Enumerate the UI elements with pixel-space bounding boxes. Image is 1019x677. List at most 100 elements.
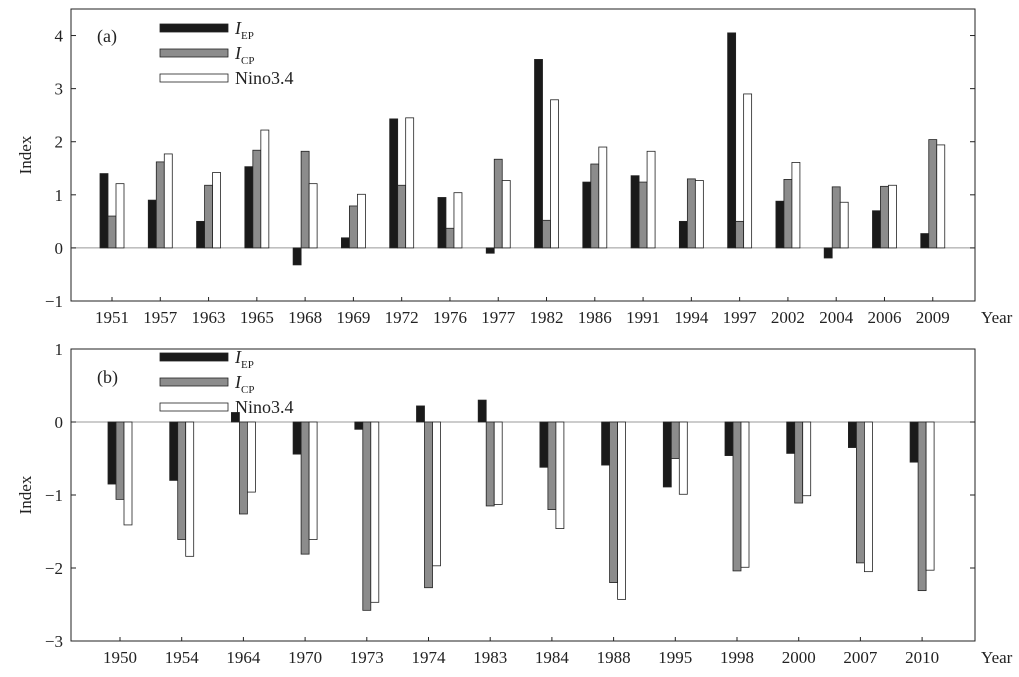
x-tick-label: 1991 [626,308,660,327]
bar-i-ep [678,220,688,249]
bar-i-ep [485,247,495,254]
bar-i-ep [727,32,737,249]
bar-nino34 [163,153,173,249]
bar-i-cp [485,421,495,507]
x-tick-label: 1984 [535,648,570,667]
bar-i-ep [230,412,240,423]
legend-label-i-ep: IEP [234,347,254,371]
bar-i-cp [300,150,310,249]
x-tick-label: 1973 [350,648,384,667]
y-tick-label: 4 [55,27,64,46]
bar-i-ep [292,247,302,266]
bar-nino34 [356,193,366,249]
bar-i-cp [362,421,372,611]
bar-i-ep [169,421,179,481]
bar-nino34 [555,421,565,529]
x-tick-label: 2009 [916,308,950,327]
legend-swatch-nino34 [159,402,229,412]
x-axis-label: Year [981,308,1013,327]
bar-i-cp [831,186,841,249]
bar-i-cp [115,421,125,500]
bar-i-ep [244,166,254,249]
bar-nino34 [453,192,463,249]
bar-i-ep [786,421,796,454]
bar-nino34 [308,183,318,249]
y-axis-label: Index [16,475,35,514]
legend-label-i-cp: ICP [234,372,254,396]
bar-i-cp [880,185,889,249]
legend-swatch-i-ep [159,23,229,33]
y-axis-label: Index [16,135,35,174]
bar-i-cp [686,178,696,249]
x-tick-label: 1998 [720,648,754,667]
bar-nino34 [212,172,221,249]
y-tick-label: 0 [55,413,64,432]
bar-i-cp [424,421,433,589]
bar-nino34 [936,144,946,249]
bar-i-ep [823,247,833,259]
y-tick-label: 1 [55,340,64,359]
bar-i-cp [732,421,742,572]
x-axis-label: Year [981,648,1013,667]
bar-nino34 [864,421,873,573]
bar-nino34 [740,421,750,568]
bar-i-ep [354,421,364,430]
x-tick-label: 1969 [336,308,370,327]
bar-nino34 [123,421,133,526]
bar-i-ep [582,181,592,249]
x-tick-label: 1983 [473,648,507,667]
x-tick-label: 1964 [226,648,261,667]
bar-nino34 [493,421,503,505]
bar-i-cp [783,179,793,249]
bar-i-cp [928,139,938,249]
x-tick-label: 2006 [867,308,901,327]
y-tick-label: −3 [45,632,63,651]
bar-i-ep [662,421,672,488]
bar-i-cp [238,421,248,515]
bar-nino34 [791,162,801,249]
x-tick-label: 1997 [723,308,758,327]
bar-i-cp [300,421,310,555]
bar-nino34 [743,93,753,249]
bar-i-ep [340,237,350,249]
bar-i-ep [292,421,302,455]
bar-i-ep [196,220,205,249]
y-tick-label: −2 [45,559,63,578]
bar-i-ep [724,421,734,456]
bar-nino34 [550,99,559,249]
bar-nino34 [678,421,688,495]
x-tick-label: 1970 [288,648,322,667]
bar-i-cp [735,220,745,249]
bar-nino34 [246,421,256,493]
bar-i-ep [601,421,610,466]
bar-i-cp [155,161,165,249]
x-tick-label: 1995 [658,648,692,667]
bar-nino34 [598,146,608,249]
x-tick-label: 2002 [771,308,805,327]
bar-nino34 [802,421,812,497]
panel-a: −1 0 1 2 3 4 Index 1951 1957 1963 1965 1968 1969 1972… [16,8,1013,327]
x-tick-label: 1965 [240,308,274,327]
x-tick-label: 1977 [481,308,516,327]
bar-nino34 [925,421,935,571]
x-tick-label: 1982 [530,308,564,327]
legend-swatch-nino34 [159,73,229,83]
bar-i-ep [630,175,640,249]
x-tick-label: 1968 [288,308,322,327]
bar-i-ep [534,59,543,249]
x-tick-label: 1986 [578,308,612,327]
bar-i-cp [107,215,117,249]
bar-i-ep [848,421,857,448]
bar-nino34 [260,129,270,249]
y-tick-label: −1 [45,292,63,311]
plot-frame [70,8,976,302]
y-tick-label: 1 [55,186,64,205]
bar-nino34 [646,150,656,249]
bar-nino34 [839,201,849,249]
bar-i-cp [670,421,680,459]
bar-nino34 [694,180,704,249]
legend-label-i-ep: IEP [234,18,254,42]
bar-i-cp [445,227,455,249]
bar-i-ep [909,421,919,463]
